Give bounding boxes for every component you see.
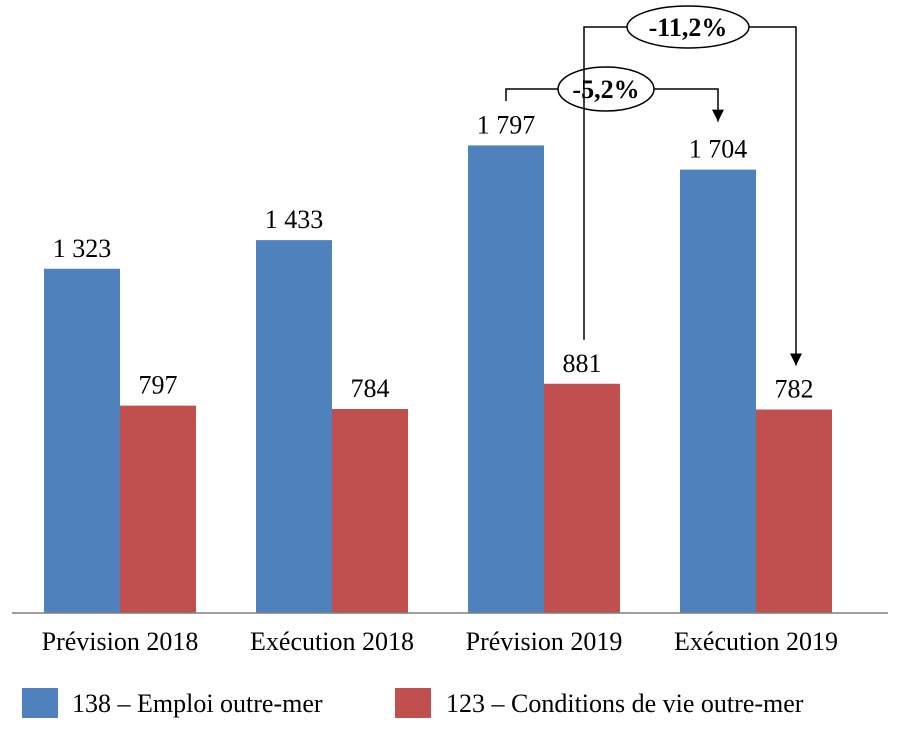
value-label-execution-2018-series-2: 784 xyxy=(351,374,390,403)
category-label-execution-2018: Exécution 2018 xyxy=(250,627,414,656)
annotation-text-2: -11,2% xyxy=(649,13,728,42)
value-label-prevision-2018-series-2: 797 xyxy=(139,371,178,400)
category-label-execution-2019: Exécution 2019 xyxy=(674,627,838,656)
bar-execution-2018-series-1 xyxy=(256,240,332,613)
annotation-arrow-1 xyxy=(712,109,724,122)
annotation-text-1: -5,2% xyxy=(572,75,639,104)
category-labels-layer: Prévision 2018 Exécution 2018 Prévision 20… xyxy=(42,627,838,656)
value-label-prevision-2019-series-1: 1 797 xyxy=(477,110,536,139)
bar-execution-2018-series-2 xyxy=(332,409,408,613)
value-labels-layer: 1 323 1 433 1 797 1 704 797 784 881 782 xyxy=(53,110,814,403)
value-label-execution-2018-series-1: 1 433 xyxy=(265,205,324,234)
legend-swatch-series-2 xyxy=(395,688,431,718)
legend: 138 – Emploi outre-mer 123 – Conditions d… xyxy=(22,688,804,718)
legend-label-series-1: 138 – Emploi outre-mer xyxy=(72,689,323,718)
legend-label-series-2: 123 – Conditions de vie outre-mer xyxy=(446,689,804,718)
bar-prevision-2018-series-1 xyxy=(44,268,120,613)
category-label-prevision-2019: Prévision 2019 xyxy=(466,627,623,656)
bar-prevision-2018-series-2 xyxy=(120,405,196,613)
bar-prevision-2019-series-2 xyxy=(544,383,620,613)
annotations-layer: -5,2% -11,2% xyxy=(505,5,802,366)
value-label-execution-2019-series-1: 1 704 xyxy=(689,135,748,164)
annotation-oval-1 xyxy=(557,66,655,112)
bar-execution-2019-series-2 xyxy=(756,409,832,613)
value-label-prevision-2018-series-1: 1 323 xyxy=(53,234,112,263)
value-label-prevision-2019-series-2: 881 xyxy=(563,349,602,378)
category-label-prevision-2018: Prévision 2018 xyxy=(42,627,199,656)
value-label-execution-2019-series-2: 782 xyxy=(775,375,814,404)
bars-layer xyxy=(44,145,832,613)
bar-prevision-2019-series-1 xyxy=(468,145,544,613)
bar-execution-2019-series-1 xyxy=(680,169,756,613)
annotation-oval-2 xyxy=(626,5,750,49)
annotation-arrow-2 xyxy=(790,353,802,366)
legend-swatch-series-1 xyxy=(22,688,58,718)
